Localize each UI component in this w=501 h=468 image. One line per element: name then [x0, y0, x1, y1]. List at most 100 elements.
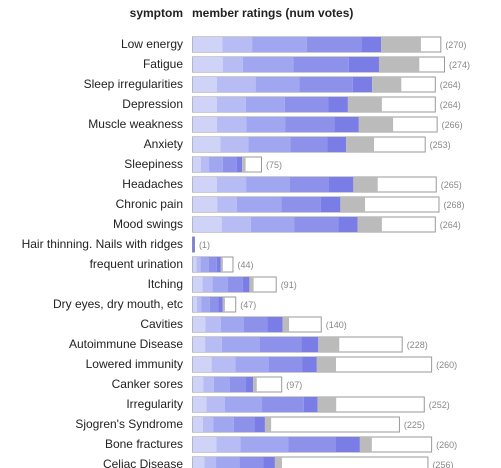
vote-count-label: (228) [407, 340, 428, 350]
chart-row: Canker sores (97) [112, 376, 302, 393]
bar-segment [218, 297, 223, 312]
bar-segment [220, 137, 249, 152]
bar-segment [259, 337, 302, 352]
bar-segment [192, 137, 221, 152]
vote-count-label: (1) [199, 240, 210, 250]
bar-segment [284, 97, 329, 112]
vote-count-label: (260) [436, 360, 457, 370]
chart-row: Hair thinning. Nails with ridges (1) [22, 236, 210, 253]
vote-count-label: (264) [440, 100, 461, 110]
category-label: Hair thinning. Nails with ridges [22, 237, 183, 251]
bar-segment [317, 397, 337, 412]
bar-segment [222, 297, 225, 312]
bar-segment [192, 457, 205, 468]
bar-segment [242, 277, 250, 292]
vote-count-label: (140) [326, 320, 347, 330]
vote-count-label: (260) [436, 440, 457, 450]
vote-count-label: (252) [429, 400, 450, 410]
bar-segment [320, 197, 341, 212]
bar-segment [239, 457, 264, 468]
category-label: Sleep irregularities [84, 77, 183, 91]
bar-segment [340, 197, 366, 212]
category-label: Itching [148, 277, 183, 291]
bar-segment [264, 417, 272, 432]
bar-segment [246, 377, 254, 392]
chart-row: Celiac Disease (256) [103, 456, 453, 468]
vote-count-label: (91) [281, 280, 297, 290]
category-label: Headaches [122, 177, 183, 191]
chart-row: Itching (91) [148, 276, 297, 293]
bar-segment [293, 57, 349, 72]
bar-segment [192, 437, 217, 452]
category-label: Celiac Disease [103, 457, 183, 468]
bar-segment [216, 77, 256, 92]
bar-segment [249, 277, 254, 292]
bar-segment [242, 57, 294, 72]
chart-row: Anxiety (253) [144, 136, 451, 153]
category-label: Cavities [140, 317, 183, 331]
category-label: Canker sores [112, 377, 183, 391]
chart-row: Sleep irregularities (264) [84, 76, 461, 93]
vote-count-label: (225) [404, 420, 425, 430]
bar-segment [269, 357, 303, 372]
bar-segment [220, 257, 223, 272]
bar-segment [252, 37, 307, 52]
bar-segment [213, 417, 234, 432]
bar-segment [221, 337, 260, 352]
bar-segment [289, 177, 329, 192]
bar-segment [316, 357, 336, 372]
bar-segment [192, 337, 206, 352]
bar-segment [196, 297, 202, 312]
bar-segment [348, 57, 379, 72]
category-label: Lowered immunity [86, 357, 183, 371]
bar-segment [209, 297, 219, 312]
vote-count-label: (265) [441, 180, 462, 190]
bar-segment [282, 317, 290, 332]
chart-row: frequent urination (44) [90, 256, 253, 273]
vote-count-label: (253) [430, 140, 451, 150]
bar-segment [192, 197, 218, 212]
category-label: Chronic pain [116, 197, 183, 211]
bar-segment [216, 97, 246, 112]
category-label: Bone fractures [105, 437, 183, 451]
category-label: Mood swings [113, 217, 183, 231]
bar-segment [222, 57, 243, 72]
bar-segment [245, 97, 285, 112]
bar-segment [302, 357, 317, 372]
bar-segment [222, 157, 237, 172]
bar-segment [303, 397, 318, 412]
vote-count-label: (274) [449, 60, 470, 70]
bar-segment [192, 417, 203, 432]
bar-segment [381, 37, 421, 52]
vote-count-label: (97) [286, 380, 302, 390]
bar-segment [244, 317, 268, 332]
bar-segment [192, 177, 217, 192]
bar-segment [254, 417, 265, 432]
chart-row: Cavities (140) [140, 316, 347, 333]
bar-segment [235, 357, 270, 372]
bar-segment [246, 177, 290, 192]
bar-segment [372, 77, 402, 92]
chart-row: Lowered immunity (260) [86, 356, 457, 373]
category-label: Autoimmune Disease [69, 337, 183, 351]
bar-segment [202, 417, 214, 432]
bar-segment [224, 397, 263, 412]
category-label: Depression [122, 97, 183, 111]
category-label: Sjogren's Syndrome [75, 417, 183, 431]
bar-segment [288, 437, 336, 452]
chart-row: Bone fractures (260) [105, 436, 457, 453]
bar-segment [192, 117, 217, 132]
bar-segment [201, 297, 210, 312]
bar-segment [208, 257, 217, 272]
bar-segment [246, 117, 286, 132]
bar-segment [220, 317, 245, 332]
bar-segment [192, 277, 203, 292]
bar-segment [357, 217, 382, 232]
bar-segment [196, 257, 201, 272]
chart-row: Sjogren's Syndrome (225) [75, 416, 425, 433]
bar-segment [200, 157, 210, 172]
bar-segment [353, 177, 378, 192]
bar-segment [248, 137, 291, 152]
bar-segment [205, 337, 222, 352]
